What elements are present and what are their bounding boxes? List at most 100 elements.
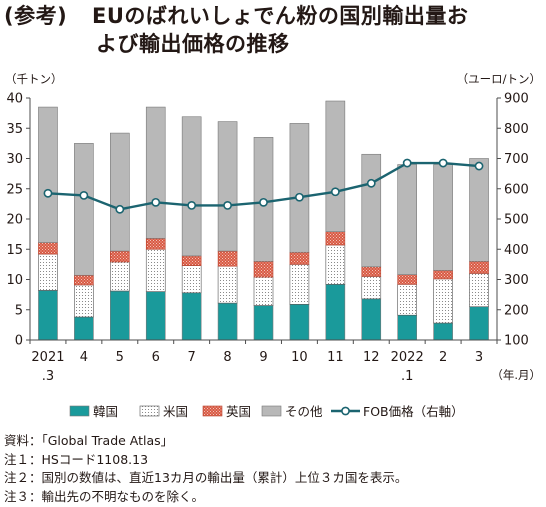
bar-2-1 [74,274,94,286]
bar-2-3 [145,238,166,250]
title-line-1: EUのばれいしょでん粉の国別輸出量お [92,4,469,28]
bar-2-6 [253,261,274,278]
bar-1-4 [181,265,202,294]
left-tick-label: 35 [6,122,23,137]
bar-2-2 [110,250,130,263]
price-point-3 [151,197,161,207]
note-1: 注１：HSコード1108.13 [4,451,149,467]
x-tick-label: 5 [116,350,124,365]
legend-label-2: 英国 [226,404,251,419]
bar-3-12 [469,158,489,262]
x-tick-label: 2022 [391,350,424,365]
bar-2-7 [289,251,310,265]
price-point-10 [402,158,412,168]
bar-2-9 [361,266,382,277]
x-tick-label: 12 [363,350,380,365]
note-2: 注２：国別の数値は、直近13カ月の輸出量（累計）上位３カ国を表示。 [4,470,408,485]
bar-3-2 [110,132,130,252]
legend-label-0: 韓国 [93,404,118,419]
legend-line-marker [341,406,350,416]
legend: 韓国 米国 英国 その他 FOB価格（右軸） [69,404,464,419]
title-prefix: (参考) [4,4,68,28]
bar-1-12 [469,273,489,308]
bar-1-3 [145,248,166,292]
bar-3-7 [289,123,310,253]
bar-3-0 [38,106,58,243]
right-tick-label: 200 [504,303,529,318]
bar-1-9 [361,276,382,300]
legend-label-1: 米国 [163,404,188,419]
title-line-2: よび輸出価格の推移 [96,32,290,56]
price-point-8 [330,187,340,197]
price-point-7 [295,192,304,202]
plot-area: 0510152025303540100200300400500600700800… [6,92,528,385]
bar-0-5 [217,302,238,341]
bar-1-0 [38,253,58,291]
bar-1-8 [325,244,346,285]
left-tick-label: 10 [6,273,23,288]
bar-0-4 [181,292,202,341]
legend-swatch-0 [69,405,90,417]
x-tick-label: 2021 [31,350,64,365]
price-point-4 [187,200,197,210]
price-point-2 [115,204,125,214]
bar-3-8 [325,100,346,232]
bar-1-10 [397,284,417,316]
x-axis-unit: （年.月） [491,368,541,382]
price-point-5 [223,200,232,210]
left-axis-unit: （千トン） [5,72,63,86]
bar-0-7 [289,304,310,341]
right-axis-unit: （ユーロ/トン） [457,72,541,86]
bar-3-3 [145,106,166,239]
chart: （千トン） （ユーロ/トン） （年.月） 0 5 10 15 20 25 30 35 40 100… [5,72,541,419]
right-tick-label: 900 [504,92,529,107]
bar-0-0 [38,290,58,341]
bar-2-10 [397,274,417,285]
note-3: 注３：輸出先の不明なものを除く。 [4,488,205,504]
bar-2-0 [38,242,58,255]
bar-1-6 [253,276,274,306]
price-point-0 [43,188,53,198]
x-tick-label: 11 [327,350,344,365]
bar-3-11 [433,164,453,271]
x-tick-label: 10 [291,350,308,365]
bar-0-8 [325,284,346,341]
left-tick-label: 25 [6,182,23,197]
right-tick-label: 300 [504,273,529,288]
legend-swatch-1 [139,405,160,417]
bar-3-4 [181,116,202,257]
right-tick-label: 700 [504,152,529,167]
left-tick-label: 30 [6,152,23,167]
page-title: (参考) EUのばれいしょでん粉の国別輸出量お よび輸出価格の推移 [4,2,544,58]
bar-2-8 [325,231,346,246]
left-tick-label: 40 [6,92,23,107]
right-tick-label: 800 [504,122,529,137]
left-tick-label: 0 [15,334,23,349]
x-tick-label: 3 [475,350,483,365]
left-tick-label: 20 [6,213,23,228]
bar-3-10 [397,164,417,275]
bar-0-3 [145,291,166,341]
bar-1-1 [74,284,94,318]
bar-0-6 [253,305,274,341]
bar-0-11 [433,322,453,341]
bar-2-5 [217,250,238,267]
bar-0-12 [469,306,489,341]
legend-swatch-3 [261,405,282,417]
x-tick-label: 7 [188,350,196,365]
right-tick-label: 100 [504,334,529,349]
right-tick-label: 400 [504,243,529,258]
legend-swatch-2 [202,405,223,417]
bar-0-9 [361,298,382,341]
bar-1-11 [433,278,453,324]
left-tick-label: 15 [6,243,23,258]
bar-2-11 [433,270,453,280]
right-tick-label: 600 [504,182,529,197]
price-point-1 [79,191,89,200]
note-source: 資料：「Global Trade Atlas」 [4,433,174,448]
x-tick-label: 6 [152,350,160,365]
x-tick-label: 9 [259,350,267,365]
x-tick-label: .3 [42,369,54,384]
bar-0-10 [397,314,417,341]
bar-0-2 [110,290,130,341]
